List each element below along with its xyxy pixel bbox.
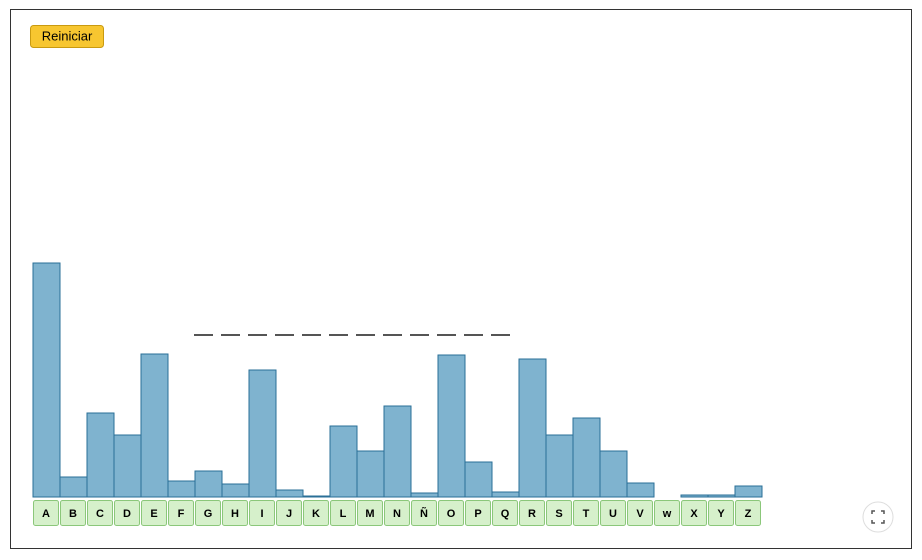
letter-button-label[interactable]: D	[123, 508, 131, 520]
bar	[329, 425, 358, 498]
letter-button[interactable]	[330, 500, 356, 526]
letter-button[interactable]	[195, 500, 221, 526]
letter-button-label[interactable]: T	[583, 508, 590, 520]
bar	[383, 405, 412, 498]
letter-button-label[interactable]: E	[150, 508, 157, 520]
letter-button[interactable]	[141, 500, 167, 526]
bar	[626, 482, 655, 498]
bar	[113, 434, 142, 498]
fullscreen-button[interactable]	[862, 501, 894, 533]
bar	[518, 358, 547, 498]
letter-button-label[interactable]: N	[393, 508, 401, 520]
bar	[194, 470, 223, 498]
letter-button-label[interactable]: C	[96, 508, 104, 520]
letter-button-label[interactable]: F	[178, 508, 185, 520]
letter-button-label[interactable]: H	[231, 508, 239, 520]
letter-button[interactable]	[168, 500, 194, 526]
letter-button-label[interactable]: w	[662, 508, 672, 520]
bar	[545, 434, 574, 498]
letter-button-label[interactable]: G	[204, 508, 213, 520]
bar	[491, 491, 520, 498]
bar	[221, 483, 250, 498]
letter-button-label[interactable]: O	[447, 508, 456, 520]
letter-button[interactable]	[411, 500, 437, 526]
letter-button-label[interactable]: Z	[745, 508, 752, 520]
letter-button[interactable]	[303, 500, 329, 526]
letter-button[interactable]	[384, 500, 410, 526]
letter-button[interactable]	[600, 500, 626, 526]
letter-button[interactable]	[33, 500, 59, 526]
letter-button[interactable]	[87, 500, 113, 526]
bar	[86, 412, 115, 498]
letter-button[interactable]	[654, 500, 680, 526]
letter-button-label[interactable]: B	[69, 508, 77, 520]
bar	[248, 369, 277, 498]
reset-button-label[interactable]: Reiniciar	[42, 28, 93, 43]
letter-button-label[interactable]: Ñ	[420, 507, 428, 520]
letter-button[interactable]	[519, 500, 545, 526]
letter-button[interactable]	[546, 500, 572, 526]
letter-button[interactable]	[276, 500, 302, 526]
bar	[167, 480, 196, 498]
letter-button-label[interactable]: J	[286, 508, 292, 520]
letter-button-label[interactable]: X	[690, 508, 698, 520]
letter-button[interactable]	[681, 500, 707, 526]
bar	[32, 262, 61, 498]
letter-button-label[interactable]: V	[636, 508, 644, 520]
letter-button[interactable]	[573, 500, 599, 526]
letter-button[interactable]	[60, 500, 86, 526]
bar	[572, 417, 601, 498]
bar	[680, 494, 709, 498]
letter-button[interactable]	[249, 500, 275, 526]
letter-button-label[interactable]: K	[312, 508, 320, 520]
bar	[464, 461, 493, 498]
letter-button[interactable]	[708, 500, 734, 526]
letter-button-label[interactable]: P	[474, 508, 481, 520]
letter-button[interactable]	[465, 500, 491, 526]
bar	[302, 495, 331, 498]
bar	[275, 489, 304, 498]
reset-button[interactable]	[30, 25, 104, 48]
letter-button-label[interactable]: M	[365, 508, 374, 520]
letter-button-label[interactable]: L	[340, 508, 347, 520]
letter-button-label[interactable]: A	[42, 508, 50, 520]
bar	[734, 485, 763, 498]
bar	[59, 476, 88, 498]
letter-button-label[interactable]: U	[609, 508, 617, 520]
letter-button[interactable]	[735, 500, 761, 526]
bar	[140, 353, 169, 498]
letter-button-label[interactable]: I	[260, 508, 263, 520]
letter-button[interactable]	[114, 500, 140, 526]
letter-button[interactable]	[438, 500, 464, 526]
letter-button[interactable]	[357, 500, 383, 526]
letter-button[interactable]	[492, 500, 518, 526]
letter-button[interactable]	[222, 500, 248, 526]
letter-button-label[interactable]: Y	[717, 508, 725, 520]
letter-button[interactable]	[627, 500, 653, 526]
letter-button-label[interactable]: Q	[501, 508, 510, 520]
bar	[410, 492, 439, 498]
bar	[599, 450, 628, 498]
bar	[707, 494, 736, 498]
bar	[356, 450, 385, 498]
letter-button-label[interactable]: R	[528, 508, 536, 520]
letter-button-label[interactable]: S	[555, 508, 562, 520]
bar	[437, 354, 466, 498]
